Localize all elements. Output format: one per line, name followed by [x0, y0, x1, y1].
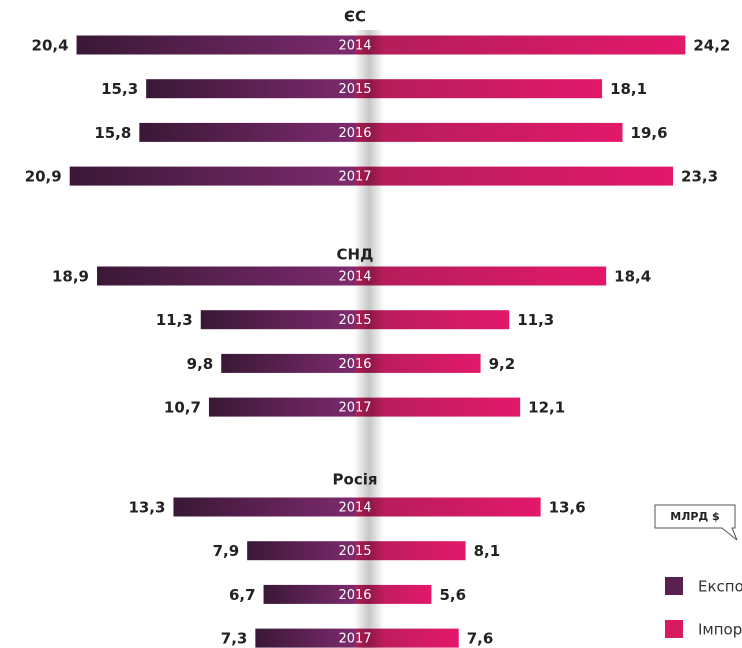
import-bar: [355, 35, 686, 55]
export-bar: [200, 310, 355, 330]
value-label: 18,1: [610, 80, 647, 98]
year-label: 2014: [338, 39, 371, 54]
year-label: 2015: [338, 544, 371, 559]
value-label: 9,8: [187, 355, 214, 373]
import-bar: [355, 353, 481, 373]
unit-box: [654, 504, 738, 541]
export-bar: [173, 497, 355, 517]
export-bar: [97, 266, 355, 286]
year-label: 2014: [338, 501, 371, 516]
value-label: 18,9: [52, 268, 89, 286]
value-label: 23,3: [681, 168, 718, 186]
value-label: 18,4: [614, 268, 651, 286]
year-label: 2017: [338, 632, 371, 647]
value-label: 7,6: [467, 630, 494, 648]
value-label: 13,3: [128, 499, 165, 517]
group-title: ЄС: [344, 8, 366, 26]
value-label: 6,7: [229, 586, 256, 604]
group-title: СНД: [337, 246, 374, 264]
export-bar: [247, 541, 355, 561]
export-bar: [263, 584, 355, 604]
export-bar: [69, 166, 355, 186]
import-bar: [355, 310, 510, 330]
import-bar: [355, 122, 623, 142]
value-label: 10,7: [164, 399, 201, 417]
value-label: 11,3: [517, 311, 554, 329]
value-label: 9,2: [489, 355, 516, 373]
center-shade: [354, 30, 384, 648]
value-label: 13,6: [549, 499, 586, 517]
year-label: 2016: [338, 588, 371, 603]
export-bar: [221, 353, 355, 373]
import-bar: [355, 266, 607, 286]
year-label: 2017: [338, 170, 371, 185]
year-label: 2017: [338, 401, 371, 416]
value-label: 20,4: [32, 37, 69, 55]
year-label: 2015: [338, 82, 371, 97]
labels: ЄС 20,4 24,2 2014 15,3 18,1 2015 15,8 19,6 2016 20…: [25, 8, 742, 648]
value-label: 7,9: [213, 542, 240, 560]
value-label: 20,9: [25, 168, 62, 186]
legend-swatch: [665, 577, 683, 595]
unit-label: МЛРД $: [670, 510, 719, 523]
legend-swatch: [665, 620, 683, 638]
year-label: 2015: [338, 313, 371, 328]
value-label: 19,6: [631, 124, 668, 142]
import-bar: [355, 397, 521, 417]
export-bar: [146, 79, 355, 99]
legend-label: Експорт: [698, 578, 742, 596]
value-label: 5,6: [439, 586, 466, 604]
year-label: 2016: [338, 357, 371, 372]
export-bar: [208, 397, 355, 417]
export-bar: [139, 122, 355, 142]
value-label: 11,3: [156, 311, 193, 329]
value-label: 7,3: [221, 630, 248, 648]
value-label: 12,1: [528, 399, 565, 417]
value-label: 15,3: [101, 80, 138, 98]
import-bar: [355, 497, 541, 517]
export-bar: [255, 628, 355, 648]
export-bar: [76, 35, 355, 55]
value-label: 15,8: [94, 124, 131, 142]
value-label: 24,2: [693, 37, 730, 55]
legend-label: Імпорт: [698, 621, 742, 639]
year-label: 2016: [338, 126, 371, 141]
import-bar: [355, 79, 603, 99]
group-title: Росія: [333, 471, 378, 489]
year-label: 2014: [338, 270, 371, 285]
value-label: 8,1: [474, 542, 501, 560]
import-bar: [355, 166, 674, 186]
